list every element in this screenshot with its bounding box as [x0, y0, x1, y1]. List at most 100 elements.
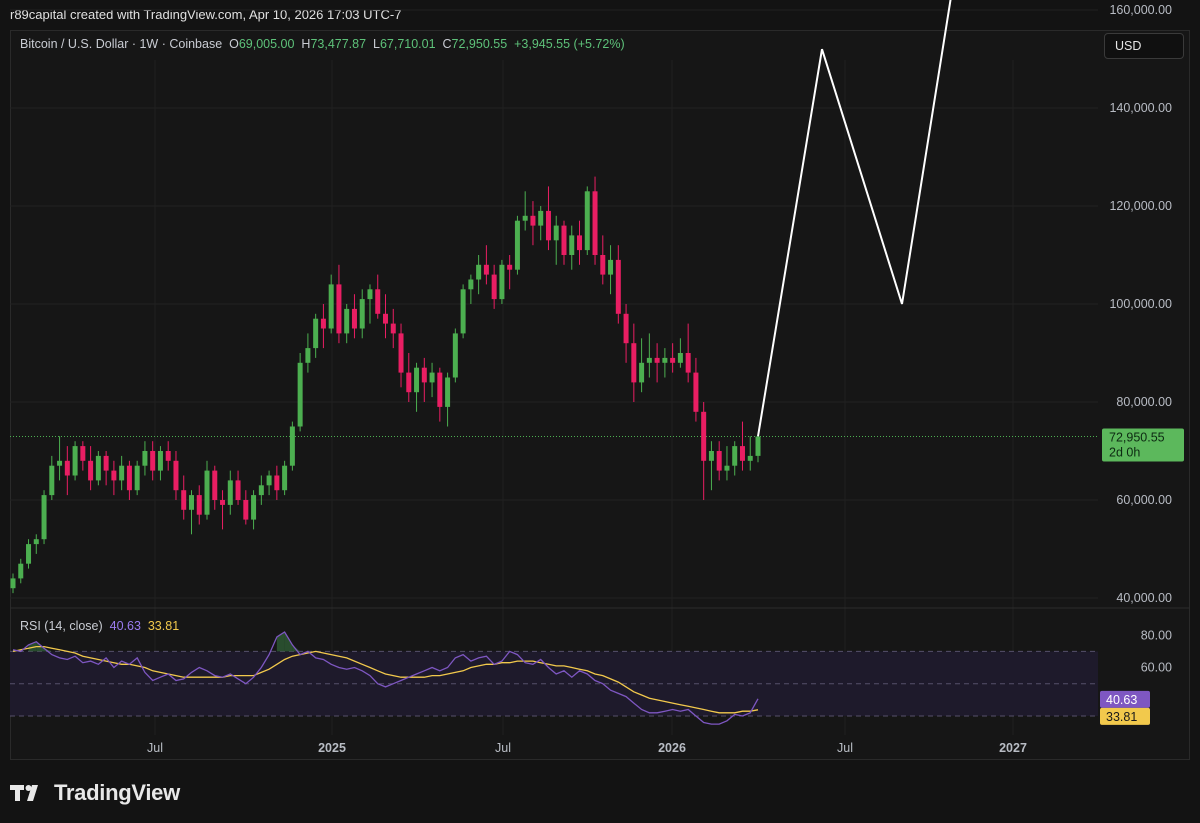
open-label: O — [229, 37, 239, 51]
candle-body — [383, 313, 388, 324]
time-tick-label: Jul — [495, 741, 511, 755]
candle-body — [297, 362, 303, 427]
candle-body — [662, 357, 668, 363]
candle-body — [305, 348, 311, 363]
ohlc-legend: Bitcoin / U.S. Dollar · 1W · Coinbase O6… — [20, 37, 625, 51]
candle-body — [33, 539, 39, 545]
candle-body — [165, 451, 171, 461]
candle-body — [390, 323, 396, 334]
candle-body — [755, 436, 761, 456]
candle-body — [64, 460, 70, 476]
candle-body — [561, 225, 567, 255]
currency-button[interactable]: USD — [1104, 33, 1184, 59]
candle-body — [111, 470, 117, 481]
price-tick-label: 140,000.00 — [1109, 101, 1172, 115]
candle-body — [716, 451, 722, 471]
candle-body — [483, 264, 489, 275]
rsi-line — [12, 631, 759, 725]
candle-body — [639, 362, 645, 383]
rsi-label[interactable]: RSI (14, close) — [20, 619, 103, 633]
candle-body — [670, 357, 676, 363]
candle-body — [57, 460, 63, 466]
candle-body — [119, 465, 125, 481]
rsi-overbought-fill — [284, 632, 293, 652]
candle-body — [724, 465, 730, 471]
candle-body — [499, 264, 505, 300]
candle-body — [530, 215, 536, 226]
brand-name[interactable]: TradingView — [54, 780, 180, 805]
price-tick-label: 160,000.00 — [1109, 3, 1172, 17]
candle-body — [220, 500, 226, 505]
candle-body — [282, 465, 288, 491]
candle-body — [359, 299, 365, 329]
candle-body — [553, 225, 559, 241]
candle-body — [266, 475, 272, 486]
time-tick-label: Jul — [147, 741, 163, 755]
attribution-header: r89capital created with TradingView.com,… — [0, 0, 1200, 30]
rsi-band-area — [10, 650, 1098, 717]
candle-body — [188, 495, 194, 510]
close-value: 72,950.55 — [451, 37, 508, 51]
high-label: H — [301, 37, 311, 51]
candle-body — [157, 451, 163, 471]
candle-body — [227, 480, 233, 505]
candle-body — [545, 210, 551, 241]
candle-body — [150, 451, 156, 471]
candle-body — [708, 451, 714, 461]
current-price-tag-countdown: 2d 0h — [1109, 446, 1140, 460]
candle-body — [126, 465, 132, 491]
rsi-overbought-fill — [276, 632, 285, 652]
price-tick-label: 120,000.00 — [1109, 199, 1172, 213]
projection-path — [757, 0, 952, 437]
candle-body — [320, 318, 326, 329]
candle-body — [103, 455, 109, 471]
candle-body — [468, 279, 474, 290]
candle-body — [406, 372, 412, 393]
candle-body — [584, 191, 590, 251]
axis-labels-group: 40,000.00 60,000.00 80,000.00 100,000.00 120… — [147, 3, 1172, 755]
candle-body — [18, 563, 24, 579]
tradingview-logo-icon[interactable] — [10, 782, 46, 804]
rsi-ma-value: 33.81 — [147, 619, 180, 633]
candle-body — [344, 308, 350, 334]
footer: TradingView — [10, 776, 180, 810]
candle-body — [421, 367, 427, 383]
candle-body — [142, 451, 148, 466]
change-value: +3,945.55 (+5.72%) — [514, 37, 625, 51]
candle-body — [445, 377, 451, 407]
candle-body — [336, 284, 342, 334]
candle-body — [10, 578, 16, 589]
time-tick-label: 2025 — [318, 741, 346, 755]
rsi-tick-label: 60.00 — [1141, 661, 1172, 675]
candle-body — [375, 289, 381, 314]
candle-body — [429, 372, 435, 383]
attribution-text: r89capital created with TradingView.com,… — [10, 7, 402, 22]
candle-body — [646, 357, 652, 363]
candle-body — [235, 480, 241, 500]
candle-body — [654, 357, 660, 363]
candle-body — [134, 465, 140, 491]
candle-body — [693, 372, 699, 412]
candle-body — [592, 191, 598, 255]
time-tick-label: 2026 — [658, 741, 686, 755]
candle-body — [514, 220, 520, 270]
candle-body — [196, 495, 202, 515]
candle-body — [41, 495, 47, 540]
price-tick-label: 40,000.00 — [1116, 591, 1172, 605]
candle-body — [313, 318, 319, 349]
candle-body — [608, 259, 614, 275]
candle-body — [351, 308, 357, 329]
symbol-label[interactable]: Bitcoin / U.S. Dollar · 1W · Coinbase — [20, 37, 223, 51]
open-value: 69,005.00 — [238, 37, 295, 51]
candle-body — [701, 411, 707, 461]
candle-body — [739, 446, 745, 461]
candle-body — [204, 470, 210, 515]
candle-body — [615, 259, 621, 314]
candle-body — [95, 455, 101, 481]
currency-label: USD — [1115, 39, 1142, 53]
candle-body — [258, 485, 264, 496]
candle-body — [507, 264, 513, 270]
chart-panel[interactable] — [10, 30, 1190, 760]
candle-body — [522, 215, 528, 221]
